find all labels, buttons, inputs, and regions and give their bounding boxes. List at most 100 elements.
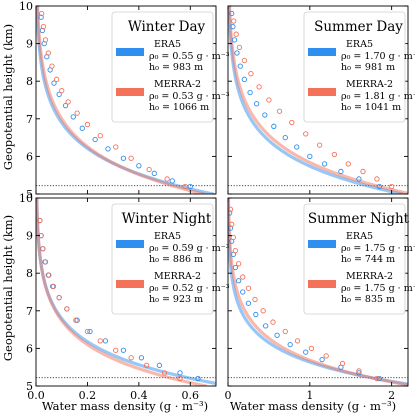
data-point-merra-2 <box>360 168 366 175</box>
data-point-merra-2 <box>128 355 134 361</box>
data-point-merra-2 <box>37 217 43 224</box>
legend-h0: h₀ = 744 m <box>341 254 395 265</box>
data-point-merra-2 <box>356 368 362 374</box>
legend-rho0: ρ₀ = 0.59 g · m⁻³ <box>149 243 230 254</box>
legend-swatch-merra-2 <box>308 88 336 96</box>
data-point-era5 <box>105 146 111 152</box>
data-point-era5 <box>156 362 163 368</box>
data-point-era5 <box>62 102 69 109</box>
data-point-era5 <box>319 357 325 363</box>
panel-title: Winter Day <box>128 19 206 35</box>
data-point-merra-2 <box>143 362 150 368</box>
fit-curve-merra-2 <box>228 6 408 194</box>
y-tick-label: 6 <box>26 342 33 355</box>
fit-curve-merra-2 <box>36 198 208 386</box>
legend-swatch-merra-2 <box>116 280 144 288</box>
data-point-merra-2 <box>65 99 71 105</box>
data-point-merra-2 <box>236 44 243 51</box>
data-point-era5 <box>187 183 193 190</box>
legend-h0: h₀ = 1041 m <box>341 102 401 113</box>
y-tick-label: 7 <box>26 113 33 126</box>
y-tick-label: 5 <box>26 188 33 201</box>
data-point-era5 <box>271 123 277 129</box>
data-point-merra-2 <box>256 84 262 90</box>
data-point-era5 <box>307 153 313 160</box>
fit-curve-merra-2 <box>228 198 408 386</box>
data-point-merra-2 <box>40 24 47 30</box>
data-point-era5 <box>282 134 288 141</box>
legend-series-name: MERRA-2 <box>154 79 201 90</box>
data-point-era5 <box>376 183 383 190</box>
data-point-era5 <box>232 264 239 271</box>
data-point-merra-2 <box>240 274 246 280</box>
y-tick-label: 9 <box>26 38 33 51</box>
y-tick-label: 10 <box>19 192 33 205</box>
legend-rho0: ρ₀ = 1.75 g · m⁻³ <box>341 243 415 254</box>
data-point-merra-2 <box>308 345 315 352</box>
legend-series-name: MERRA-2 <box>346 79 393 90</box>
data-point-merra-2 <box>64 306 70 312</box>
data-point-merra-2 <box>339 360 346 367</box>
legend-h0: h₀ = 1066 m <box>149 102 209 113</box>
legend-h0: h₀ = 983 m <box>149 62 203 73</box>
legend-series-name: ERA5 <box>154 231 181 242</box>
data-point-merra-2 <box>42 259 49 265</box>
data-point-merra-2 <box>164 176 170 182</box>
axes-frame <box>35 197 217 387</box>
data-point-era5 <box>231 37 238 43</box>
legend-swatch-merra-2 <box>116 88 144 96</box>
data-point-merra-2 <box>270 319 276 325</box>
data-point-era5 <box>262 112 268 118</box>
data-point-merra-2 <box>345 161 351 167</box>
plot-area <box>228 6 408 194</box>
axes-frame <box>35 5 217 195</box>
y-tick-label: 6 <box>26 150 33 163</box>
data-point-era5 <box>376 375 383 382</box>
data-point-era5 <box>228 210 233 216</box>
panel-title: Summer Day <box>314 19 403 35</box>
legend-swatch-merra-2 <box>308 280 336 288</box>
data-point-merra-2 <box>128 155 134 161</box>
data-point-merra-2 <box>74 110 80 116</box>
x-tick-label: 0.4 <box>130 389 148 402</box>
legend-h0: h₀ = 835 m <box>341 294 395 305</box>
data-point-merra-2 <box>232 247 239 254</box>
x-tick-label: 1 <box>306 389 313 402</box>
legend-rho0: ρ₀ = 0.55 g · m⁻³ <box>149 51 230 62</box>
data-point-era5 <box>356 176 362 182</box>
y-axis-label-top: Geopotential height (km) <box>1 24 15 170</box>
data-point-era5 <box>38 14 44 20</box>
data-point-merra-2 <box>252 296 258 303</box>
data-point-merra-2 <box>230 234 236 241</box>
x-axis-label-right: Water mass density (g · m⁻³) <box>230 399 396 413</box>
x-tick-label: 0.2 <box>79 389 97 402</box>
data-point-merra-2 <box>282 328 288 335</box>
data-point-merra-2 <box>56 294 62 301</box>
panel-title: Winter Night <box>122 211 212 227</box>
legend-swatch-era5 <box>308 48 336 56</box>
y-tick-label: 9 <box>26 230 33 243</box>
data-point-merra-2 <box>241 57 248 64</box>
data-point-merra-2 <box>50 283 57 290</box>
data-point-merra-2 <box>84 121 91 128</box>
legend-series-name: MERRA-2 <box>346 271 393 282</box>
data-point-era5 <box>151 170 157 176</box>
legend-series-name: ERA5 <box>346 39 373 50</box>
data-point-era5 <box>138 355 145 361</box>
data-point-era5 <box>294 144 300 150</box>
data-point-era5 <box>195 375 201 382</box>
data-point-era5 <box>240 289 246 295</box>
data-point-merra-2 <box>229 221 235 227</box>
data-point-era5 <box>253 311 259 318</box>
data-point-merra-2 <box>113 347 119 353</box>
data-point-era5 <box>169 178 175 184</box>
data-point-era5 <box>247 89 253 96</box>
plot-area <box>228 198 408 386</box>
x-tick-label: 0.6 <box>182 389 200 402</box>
x-tick-label: 2 <box>388 389 395 402</box>
data-point-merra-2 <box>374 375 380 382</box>
data-point-era5 <box>237 63 243 69</box>
